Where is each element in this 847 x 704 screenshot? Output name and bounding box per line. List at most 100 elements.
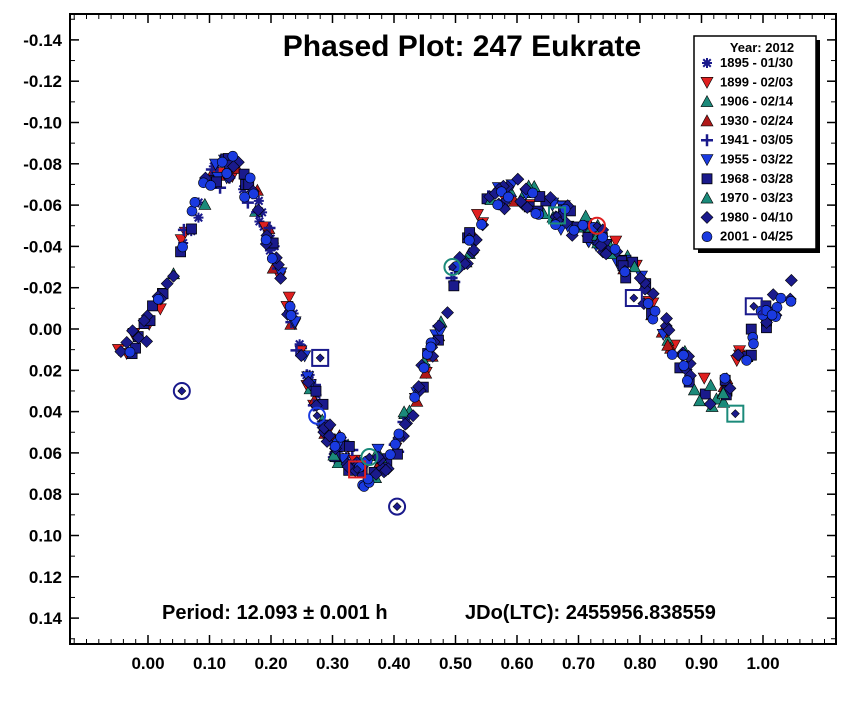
- point-circle: [619, 266, 631, 278]
- point-triangle-down: [609, 235, 623, 248]
- point-diamond: [723, 381, 737, 395]
- point-circle: [719, 372, 731, 384]
- point-triangle-up: [579, 209, 593, 222]
- legend-label: 1970 - 03/23: [720, 190, 793, 205]
- point-circle: [492, 199, 504, 211]
- point-triangle-up: [397, 405, 411, 418]
- highlighted-points: [172, 206, 763, 516]
- x-tick-label: 0.70: [562, 654, 595, 673]
- x-tick-label: 0.80: [623, 654, 656, 673]
- point-diamond: [448, 262, 457, 272]
- point-triangle-up: [327, 448, 341, 461]
- point-circle: [568, 224, 580, 236]
- point-diamond: [594, 238, 608, 252]
- point-diamond: [392, 502, 402, 512]
- point-circle: [189, 197, 201, 208]
- open-square-marker: [311, 348, 330, 367]
- point-diamond: [227, 160, 240, 173]
- y-tick-label: 0.10: [29, 527, 62, 546]
- point-circle: [425, 341, 437, 353]
- legend-marker-asterisk: [702, 58, 712, 68]
- open-square-marker: [744, 297, 763, 316]
- point-diamond: [660, 312, 673, 325]
- point-square: [147, 300, 158, 312]
- legend-marker-triangle-up: [700, 191, 714, 204]
- y-tick-label: 0.00: [29, 320, 62, 339]
- legend-label: 1899 - 02/03: [720, 74, 793, 89]
- point-square: [310, 385, 322, 397]
- legend-marker-square: [701, 173, 713, 185]
- y-tick-label: -0.02: [23, 279, 62, 298]
- x-tick-label: 0.50: [439, 654, 472, 673]
- point-circle: [463, 235, 475, 246]
- legend-marker-diamond: [700, 210, 714, 224]
- point-circle: [260, 234, 272, 246]
- point-diamond: [599, 247, 613, 261]
- point-diamond: [177, 386, 187, 396]
- point-diamond: [323, 418, 337, 432]
- y-tick-label: -0.14: [23, 31, 62, 50]
- point-diamond: [294, 349, 308, 363]
- point-circle: [284, 301, 296, 312]
- y-axis: -0.14 -0.12 -0.10 -0.08 -0.06 -0.04 -0.02 0.00 0…: [23, 18, 836, 640]
- y-tick-label: -0.12: [23, 72, 62, 91]
- x-tick-label: 1.00: [746, 654, 779, 673]
- point-diamond: [749, 301, 759, 311]
- point-diamond: [369, 467, 383, 481]
- point-asterisk: [193, 212, 204, 223]
- point-circle: [766, 309, 778, 321]
- point-triangle-down: [174, 234, 188, 247]
- point-circle: [266, 253, 278, 264]
- legend-marker-triangle-up: [700, 94, 714, 107]
- point-circle: [335, 431, 346, 443]
- point-triangle-up: [331, 456, 345, 469]
- point-circle: [393, 428, 405, 440]
- y-tick-label: 0.08: [29, 485, 62, 504]
- point-circle: [186, 205, 198, 217]
- point-diamond: [662, 323, 676, 337]
- point-circle: [476, 219, 487, 230]
- point-circle: [390, 438, 401, 450]
- legend-label: 1941 - 03/05: [720, 132, 793, 147]
- point-circle: [678, 360, 690, 371]
- open-circle-marker: [443, 258, 462, 277]
- point-diamond: [412, 380, 426, 393]
- point-diamond: [406, 409, 420, 423]
- point-circle: [666, 349, 678, 360]
- y-tick-label: 0.06: [29, 444, 62, 463]
- point-diamond: [544, 191, 557, 205]
- open-square-marker: [624, 289, 643, 308]
- point-diamond: [323, 429, 336, 443]
- point-diamond: [301, 375, 315, 389]
- point-circle: [642, 298, 654, 309]
- point-diamond: [633, 271, 647, 285]
- point-circle: [124, 346, 136, 358]
- point-circle: [152, 294, 164, 305]
- point-circle: [649, 305, 661, 317]
- point-triangle-up: [198, 197, 212, 210]
- open-circle-marker: [388, 497, 407, 516]
- y-tick-label: 0.12: [29, 568, 62, 587]
- open-square-marker: [348, 460, 367, 479]
- point-diamond: [592, 221, 602, 231]
- epoch-annotation: JDo(LTC): 2455956.838559: [465, 602, 716, 624]
- x-tick-label: 0.10: [193, 654, 226, 673]
- point-circle: [239, 191, 250, 203]
- point-circle: [503, 191, 514, 203]
- point-circle: [244, 172, 256, 184]
- legend-marker-circle: [701, 231, 713, 242]
- point-triangle-down: [697, 372, 711, 385]
- point-asterisk: [254, 216, 265, 227]
- x-axis: 0.00 0.10 0.20 0.30 0.40 0.50 0.60 0.70 0.80 0.90…: [73, 14, 825, 673]
- point-diamond: [646, 287, 660, 301]
- point-circle: [530, 208, 542, 219]
- point-diamond: [160, 277, 174, 291]
- point-diamond: [784, 273, 798, 287]
- y-tick-label: -0.08: [23, 155, 62, 174]
- x-tick-label: 0.60: [500, 654, 533, 673]
- legend-label: 1930 - 02/24: [720, 113, 794, 128]
- point-triangle-up: [628, 260, 642, 273]
- point-circle: [681, 375, 693, 387]
- period-annotation: Period: 12.093 ± 0.001 h: [162, 602, 388, 624]
- x-tick-label: 0.90: [685, 654, 718, 673]
